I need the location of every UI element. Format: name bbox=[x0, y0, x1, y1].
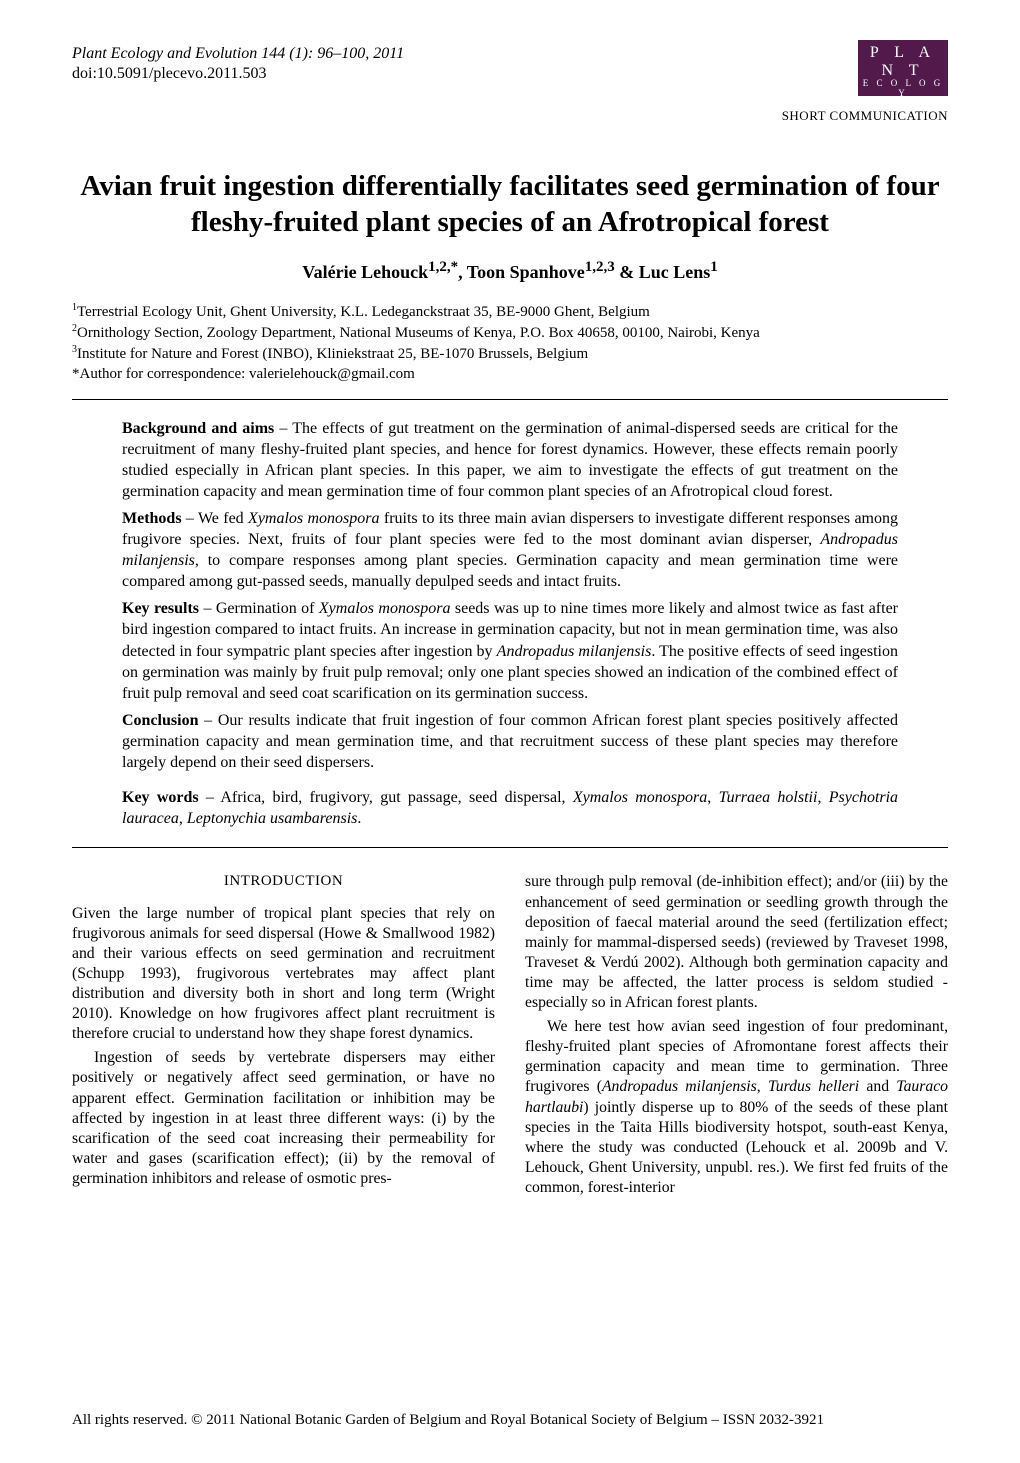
abstract: Background and aims – The effects of gut… bbox=[122, 418, 898, 830]
page-footer: All rights reserved. © 2011 National Bot… bbox=[72, 1412, 948, 1429]
title-block: Avian fruit ingestion differentially fac… bbox=[72, 168, 948, 283]
body-paragraph: Ingestion of seeds by vertebrate dispers… bbox=[72, 1048, 495, 1189]
abstract-label: Methods bbox=[122, 510, 182, 527]
right-column: sure through pulp removal (de-inhibition… bbox=[525, 872, 948, 1198]
journal-logo: P L A N T E C O L O G Y EVOLUTION bbox=[858, 40, 948, 96]
abstract-key-results: Key results – Germination of Xymalos mon… bbox=[122, 598, 898, 704]
article-type-label: SHORT COMMUNICATION bbox=[782, 108, 948, 124]
logo-line-2: E C O L O G Y bbox=[858, 78, 948, 98]
doi-line: doi:10.5091/plecevo.2011.503 bbox=[72, 64, 404, 84]
body-paragraph: We here test how avian seed ingestion of… bbox=[525, 1017, 948, 1198]
affiliation-line: 2Ornithology Section, Zoology Department… bbox=[72, 322, 948, 343]
abstract-methods: Methods – We fed Xymalos monospora fruit… bbox=[122, 508, 898, 592]
abstract-label: Background and aims bbox=[122, 420, 274, 437]
header-journal-block: Plant Ecology and Evolution 144 (1): 96–… bbox=[72, 44, 404, 84]
journal-line: Plant Ecology and Evolution 144 (1): 96–… bbox=[72, 44, 404, 64]
affiliation-line: 3Institute for Nature and Forest (INBO),… bbox=[72, 343, 948, 364]
divider bbox=[72, 399, 948, 400]
abstract-label: Key results bbox=[122, 600, 199, 617]
abstract-label: Key words bbox=[122, 789, 199, 806]
affiliations: 1Terrestrial Ecology Unit, Ghent Univers… bbox=[72, 301, 948, 385]
divider bbox=[72, 847, 948, 848]
affiliation-line: 1Terrestrial Ecology Unit, Ghent Univers… bbox=[72, 301, 948, 322]
authors: Valérie Lehouck1,2,*, Toon Spanhove1,2,3… bbox=[72, 259, 948, 283]
body-paragraph: Given the large number of tropical plant… bbox=[72, 904, 495, 1045]
article-title: Avian fruit ingestion differentially fac… bbox=[72, 168, 948, 241]
left-column: INTRODUCTION Given the large number of t… bbox=[72, 872, 495, 1198]
logo-line-3: EVOLUTION bbox=[858, 96, 948, 106]
body-paragraph: sure through pulp removal (de-inhibition… bbox=[525, 872, 948, 1013]
abstract-label: Conclusion bbox=[122, 712, 198, 729]
logo-line-1: P L A N T bbox=[858, 44, 948, 80]
body-columns: INTRODUCTION Given the large number of t… bbox=[72, 872, 948, 1198]
correspondence-line: *Author for correspondence: valerielehou… bbox=[72, 364, 948, 384]
page: Plant Ecology and Evolution 144 (1): 96–… bbox=[0, 0, 1020, 1463]
section-heading-introduction: INTRODUCTION bbox=[72, 872, 495, 891]
abstract-background: Background and aims – The effects of gut… bbox=[122, 418, 898, 502]
abstract-conclusion: Conclusion – Our results indicate that f… bbox=[122, 710, 898, 773]
abstract-keywords: Key words – Africa, bird, frugivory, gut… bbox=[122, 787, 898, 829]
